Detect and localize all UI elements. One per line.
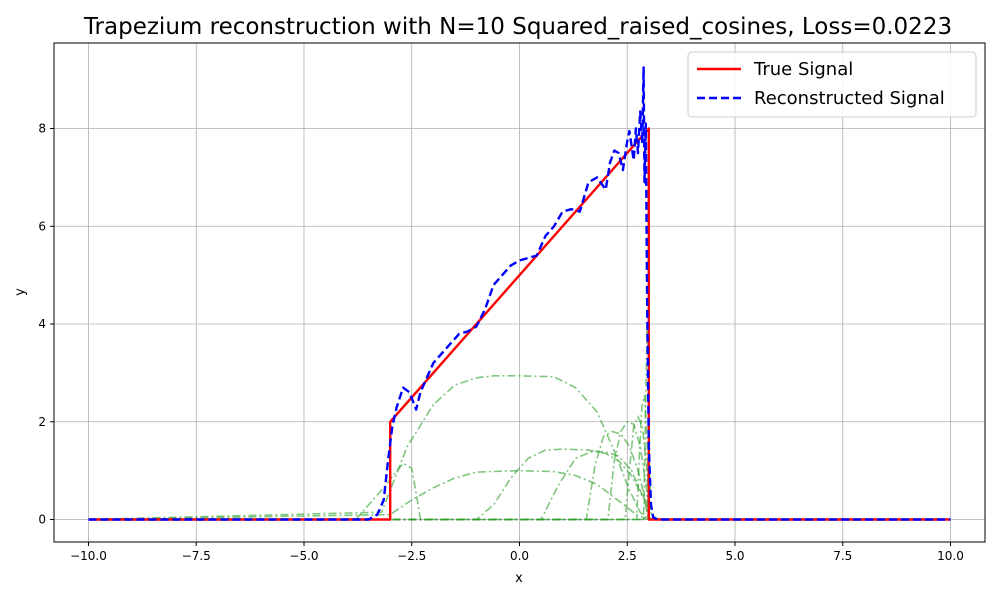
x-tick-label: 0.0	[510, 549, 529, 563]
signal-series	[88, 66, 951, 521]
legend-box	[687, 51, 977, 118]
x-tick-label: 10.0	[937, 549, 964, 563]
x-tick-label: −7.5	[182, 549, 211, 563]
legend: True Signal Reconstructed Signal	[687, 51, 977, 118]
x-tick-label: 5.0	[725, 549, 744, 563]
plot-area	[88, 66, 951, 521]
component-curve-4	[88, 448, 951, 521]
component-curve-2	[88, 374, 951, 521]
y-tick-label: 6	[38, 219, 46, 233]
component-curve-3	[88, 469, 951, 521]
component-curve-6	[88, 430, 951, 521]
x-tick-label: −2.5	[397, 549, 426, 563]
x-ticks: −10.0 −7.5 −5.0 −2.5 0.0 2.5 5.0 7.5 10.0	[70, 542, 964, 563]
y-tick-label: 0	[38, 513, 46, 527]
x-tick-label: −5.0	[289, 549, 318, 563]
x-tick-label: 2.5	[618, 549, 637, 563]
y-ticks: 0 2 4 6 8	[38, 122, 54, 527]
x-tick-label: 7.5	[833, 549, 852, 563]
reconstructed-signal-line	[88, 66, 951, 521]
x-tick-label: −10.0	[70, 549, 107, 563]
chart-title: Trapezium reconstruction with N=10 Squar…	[83, 14, 952, 40]
component-curve-10	[88, 323, 951, 521]
y-tick-label: 8	[38, 122, 46, 136]
x-axis-label: x	[515, 571, 523, 586]
legend-label-true-signal: True Signal	[753, 59, 853, 80]
component-curve-5	[88, 450, 951, 521]
legend-label-reconstructed-signal: Reconstructed Signal	[754, 88, 945, 109]
y-tick-label: 2	[38, 415, 46, 429]
y-tick-label: 4	[38, 317, 46, 331]
y-axis-label: y	[13, 288, 28, 296]
